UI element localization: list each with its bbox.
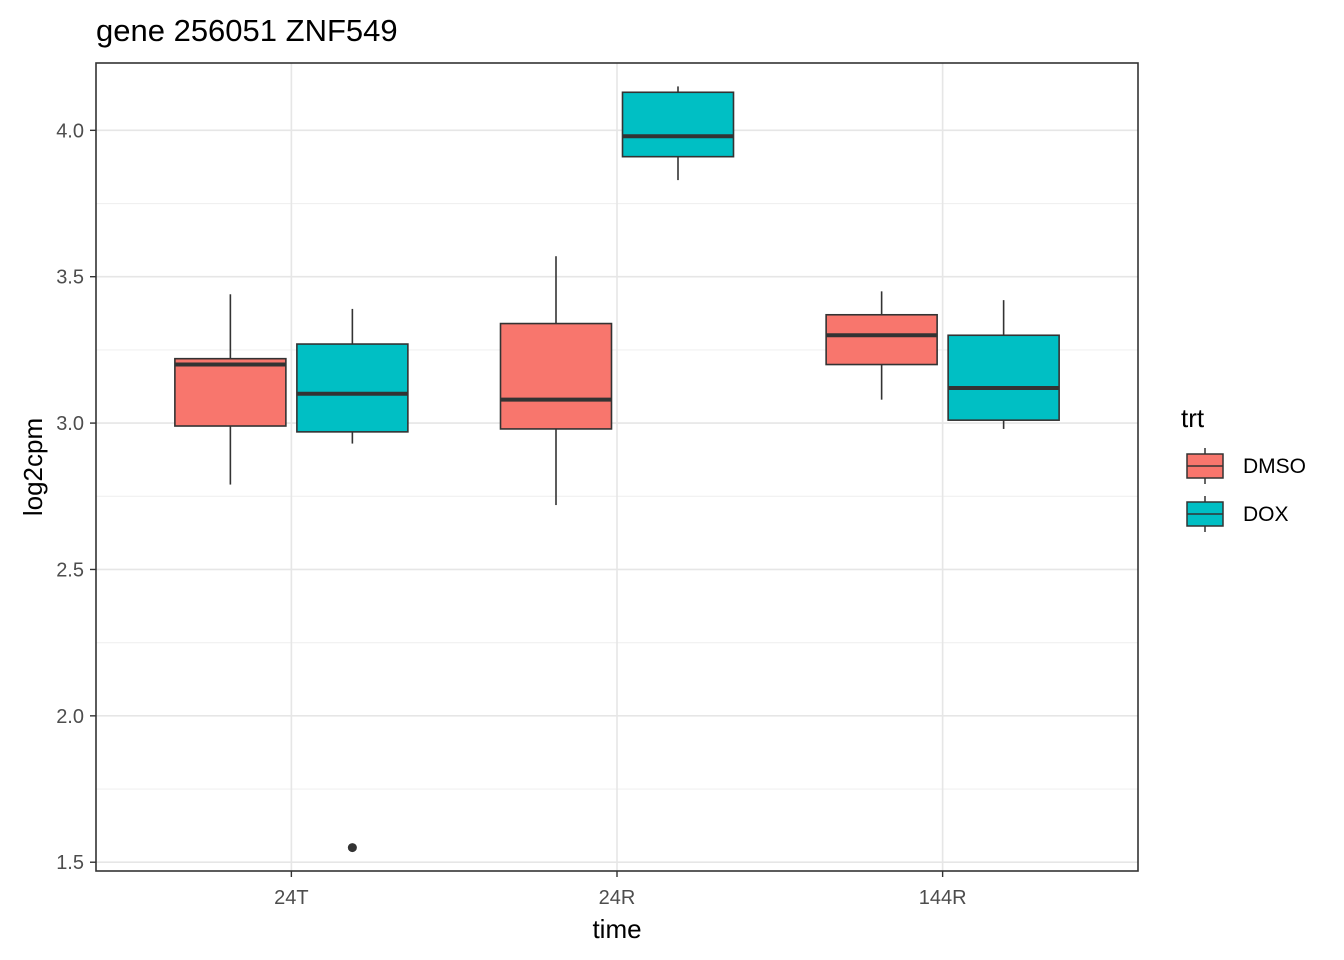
x-axis-title: time <box>592 914 641 944</box>
box-iqr <box>174 357 287 427</box>
legend-label: DMSO <box>1243 455 1306 478</box>
x-axis: 24T 24R 144R <box>274 871 967 909</box>
box-dmso-24t <box>174 294 287 485</box>
box-iqr <box>621 91 735 158</box>
outlier-point <box>347 843 357 853</box>
box-iqr <box>947 334 1060 421</box>
y-tick-label: 2.0 <box>56 706 84 728</box>
box-iqr <box>499 322 613 430</box>
x-tick-label: 24R <box>599 887 636 909</box>
box-iqr <box>296 343 409 433</box>
box-iqr <box>825 313 938 366</box>
chart-title: gene 256051 ZNF549 <box>96 13 398 48</box>
legend-item-dmso: DMSO <box>1186 448 1306 484</box>
legend-label: DOX <box>1243 503 1289 526</box>
y-axis: 1.5 2.0 2.5 3.0 3.5 4.0 <box>56 120 96 874</box>
x-tick-label: 144R <box>919 887 967 909</box>
y-tick-label: 3.0 <box>56 413 84 435</box>
box-dox-144r <box>947 300 1060 429</box>
y-tick-label: 1.5 <box>56 852 84 874</box>
box-dox-24t <box>296 308 409 853</box>
y-tick-label: 4.0 <box>56 120 84 142</box>
x-tick-label: 24T <box>274 887 308 909</box>
legend: trt DMSO DOX <box>1181 403 1306 532</box>
y-tick-label: 2.5 <box>56 559 84 581</box>
box-layer <box>174 86 1060 853</box>
legend-title: trt <box>1181 403 1205 433</box>
y-tick-label: 3.5 <box>56 267 84 289</box>
grid-major <box>96 63 1138 871</box>
y-axis-title: log2cpm <box>18 418 48 516</box>
box-dmso-24r <box>499 256 613 506</box>
legend-item-dox: DOX <box>1186 496 1289 532</box>
box-dox-24r <box>621 86 735 181</box>
box-dmso-144r <box>825 291 938 400</box>
